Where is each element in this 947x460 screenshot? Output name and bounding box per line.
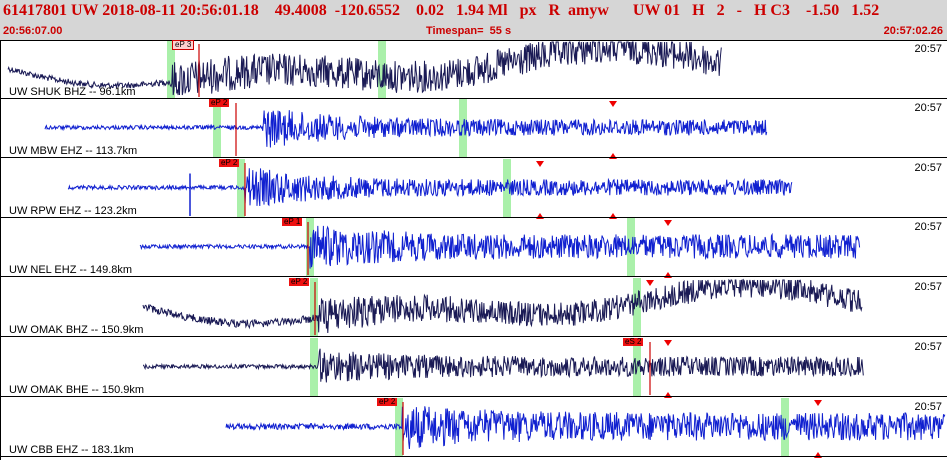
station-label: UW CBB EHZ -- 183.1km [9, 444, 134, 456]
waveform-trace [225, 406, 946, 450]
trace-panel[interactable] [0, 99, 947, 159]
waveform-trace [7, 41, 722, 96]
seismogram-panels[interactable]: UW SHUK BHZ -- 96.1km 20:57 eP 3 UW MBW EHZ… [0, 40, 947, 460]
trace-time-label: 20:57 [914, 221, 942, 233]
end-time: 20:57:02.26 [883, 25, 943, 37]
trace-time-label: 20:57 [914, 162, 942, 174]
phase-pick-flag[interactable]: eP 3 [172, 40, 195, 50]
trace-time-label: 20:57 [914, 341, 942, 353]
phase-pick-flag[interactable]: eP 2 [377, 397, 398, 406]
arrival-marker-up[interactable] [609, 213, 617, 219]
trace-panel[interactable] [0, 159, 947, 219]
event-header: 61417801 UW 2018-08-11 20:56:01.18 49.40… [0, 0, 947, 40]
trace-time-label: 20:57 [914, 43, 942, 55]
arrival-marker-down[interactable] [646, 280, 654, 286]
time-window-marker [213, 99, 221, 157]
time-window-marker [627, 218, 635, 276]
waveform-trace [142, 278, 863, 334]
time-window-marker [378, 40, 386, 98]
station-label: UW NEL EHZ -- 149.8km [9, 264, 133, 276]
arrival-marker-down[interactable] [664, 220, 672, 226]
station-label: UW MBW EHZ -- 113.7km [9, 145, 138, 157]
arrival-marker-down[interactable] [814, 400, 822, 406]
event-summary-line: 61417801 UW 2018-08-11 20:56:01.18 49.40… [3, 2, 880, 19]
arrival-marker-up[interactable] [664, 272, 672, 278]
time-window-marker [306, 218, 314, 276]
trace-time-label: 20:57 [914, 102, 942, 114]
trace-panel[interactable] [0, 40, 947, 99]
trace-panel[interactable] [0, 338, 947, 398]
arrival-marker-up[interactable] [609, 153, 617, 159]
phase-pick-flag[interactable]: eP 2 [209, 98, 230, 107]
waveform-trace [67, 168, 793, 207]
station-label: UW RPW EHZ -- 123.2km [9, 205, 137, 217]
trace-time-label: 20:57 [914, 401, 942, 413]
time-window-marker [633, 278, 641, 336]
trace-panel[interactable] [0, 398, 947, 458]
arrival-marker-up[interactable] [536, 213, 544, 219]
waveform-canvas[interactable] [0, 40, 947, 460]
station-label: UW SHUK BHZ -- 96.1km [9, 86, 136, 98]
time-window-marker [310, 278, 318, 336]
waveform-trace [44, 110, 768, 148]
time-window-marker [167, 40, 175, 98]
start-time: 20:56:07.00 [3, 25, 63, 37]
arrival-marker-down[interactable] [536, 161, 544, 167]
phase-pick-flag[interactable]: eP 1 [282, 217, 303, 226]
trace-panel[interactable] [0, 278, 947, 337]
station-label: UW OMAK BHZ -- 150.9km [9, 324, 144, 336]
phase-pick-flag[interactable]: eP 2 [219, 158, 240, 167]
timespan-readout: Timespan= 55 s [426, 25, 512, 37]
waveform-trace [139, 225, 861, 269]
phase-pick-flag[interactable]: eS 2 [623, 337, 644, 346]
trace-time-label: 20:57 [914, 281, 942, 293]
trace-panel[interactable] [0, 218, 947, 278]
arrival-marker-down[interactable] [609, 101, 617, 107]
waveform-trace [143, 348, 864, 383]
arrival-marker-down[interactable] [664, 340, 672, 346]
arrival-marker-up[interactable] [664, 392, 672, 398]
time-window-marker [459, 99, 467, 157]
phase-pick-flag[interactable]: eP 2 [289, 277, 310, 286]
arrival-marker-up[interactable] [814, 452, 822, 458]
station-label: UW OMAK BHE -- 150.9km [9, 384, 145, 396]
